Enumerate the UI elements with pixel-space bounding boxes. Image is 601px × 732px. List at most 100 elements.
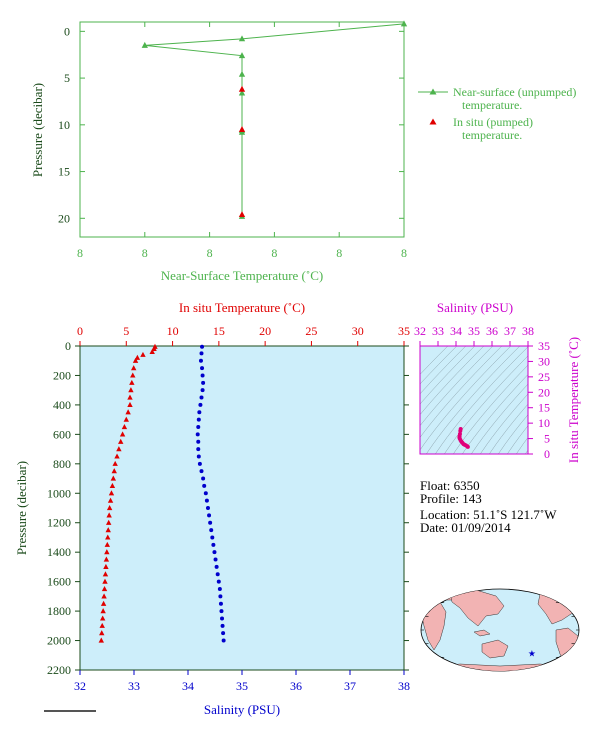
salinity-point: [196, 417, 201, 422]
temperature-point: [123, 416, 129, 422]
isopycnal-line: [420, 346, 449, 375]
float-location-marker: ★: [528, 648, 536, 658]
salinity-point: [196, 425, 201, 429]
top-y-tick-label: 0: [64, 24, 70, 38]
salinity-tick-label: 37: [344, 679, 356, 693]
top-x-tick-label: 8: [207, 246, 213, 260]
pressure-tick-label: 600: [53, 427, 71, 441]
float-info: Float: 6350 Profile: 143 Location: 51.1˚…: [420, 478, 557, 535]
salinity-point: [213, 557, 218, 562]
temperature-point: [149, 348, 155, 354]
legend-marker-unpumped: [429, 88, 437, 95]
salinity-point: [208, 520, 213, 525]
salinity-point: [200, 366, 205, 371]
isopycnal-line: [471, 383, 528, 454]
ts-salinity-axis-label: Salinity (PSU): [437, 300, 513, 315]
ts-salinity-tick-label: 32: [414, 324, 426, 338]
profile-chart: 0 5 10 15 20 25 30 35 32 33 34 35 36 37 38 0 200 400 600…: [14, 300, 410, 717]
unpumped-temperature-line: [144, 23, 405, 217]
temperature-point: [102, 578, 108, 584]
top-plot-frame: [79, 21, 405, 238]
salinity-point: [196, 447, 201, 452]
pressure-tick-label: 1200: [47, 516, 71, 530]
top-x-tick-label: 8: [77, 246, 83, 260]
pressure-tick-label: 1800: [47, 604, 71, 618]
near-surface-temperature-chart: 8 8 8 8 8 8 0 5 10 15 20 Near-Surface Temperature…: [30, 20, 576, 283]
legend-label-pumped-line1: In situ (pumped): [453, 115, 533, 129]
ts-temperature-tick-label: 20: [538, 385, 550, 399]
salinity-tick-label: 35: [236, 679, 248, 693]
salinity-axis-ticks: 32 33 34 35 36 37 38: [74, 670, 410, 693]
temperature-point: [107, 497, 114, 503]
salinity-point: [196, 454, 201, 459]
temperature-tick-label: 20: [259, 324, 271, 338]
salinity-point: [211, 542, 216, 547]
temperature-point: [98, 637, 104, 643]
profile-number: Profile: 143: [420, 491, 482, 506]
temperature-point: [127, 401, 133, 408]
top-y-axis-label: Pressure (decibar): [30, 83, 45, 177]
salinity-tick-label: 32: [74, 679, 86, 693]
salinity-point: [199, 469, 204, 474]
pressure-tick-label: 1000: [47, 486, 71, 500]
salinity-point: [196, 439, 201, 444]
temperature-point: [151, 345, 157, 352]
legend-label-unpumped-line1: Near-surface (unpumped): [453, 85, 576, 99]
land-south-america: [555, 627, 579, 665]
salinity-point: [197, 461, 202, 466]
temperature-point: [103, 556, 110, 562]
salinity-point: [200, 388, 205, 393]
salinity-point: [221, 638, 226, 643]
pumped-temperature-point: [238, 211, 246, 218]
pressure-tick-label: 2200: [47, 663, 71, 677]
isopycnal-lines: [420, 346, 528, 454]
isopycnal-line: [420, 346, 512, 451]
ts-temperature-tick-label: 10: [538, 416, 550, 430]
top-x-ticks: 8 8 8 8 8 8: [77, 22, 407, 260]
temperature-point: [116, 446, 122, 452]
temperature-point: [118, 438, 124, 444]
isopycnal-line: [498, 414, 528, 454]
temperature-axis-label: In situ Temperature (˚C): [179, 300, 305, 315]
temperature-point: [104, 541, 111, 547]
salinity-tick-label: 34: [182, 679, 194, 693]
pressure-tick-label: 1400: [47, 545, 71, 559]
temperature-point: [125, 409, 131, 415]
salinity-point: [218, 601, 223, 606]
top-x-tick-label: 8: [142, 246, 148, 260]
profile-series: [98, 343, 226, 643]
salinity-point: [214, 564, 219, 569]
salinity-point: [218, 594, 223, 599]
pumped-temperature-point: [238, 85, 246, 92]
temperature-point: [119, 431, 126, 437]
top-y-ticks: 0 5 10 15 20: [58, 24, 404, 225]
world-map: ★: [420, 588, 580, 672]
isopycnal-line: [489, 403, 528, 454]
salinity-point: [203, 491, 208, 496]
ts-salinity-ticks: 32 33 34 35 36 37 38: [414, 324, 534, 346]
temperature-point: [105, 534, 111, 540]
salinity-tick-label: 38: [398, 679, 410, 693]
pressure-tick-label: 400: [53, 398, 71, 412]
isopycnal-line: [420, 346, 467, 395]
legend-marker-pumped: [429, 118, 437, 125]
temperature-point: [106, 512, 112, 518]
profile-date: Date: 01/09/2014: [420, 520, 511, 535]
temperature-point: [109, 482, 116, 489]
top-legend: Near-surface (unpumped) temperature. In …: [418, 85, 576, 142]
pressure-tick-label: 2000: [47, 634, 71, 648]
unpumped-temperature-point: [238, 35, 246, 42]
ts-temperature-tick-label: 25: [538, 370, 550, 384]
isopycnal-line: [516, 437, 528, 454]
ts-salinity-tick-label: 34: [450, 324, 462, 338]
map-graticule: [421, 602, 579, 658]
salinity-point: [198, 402, 203, 407]
pumped-temperature-point: [238, 126, 246, 132]
temperature-tick-label: 0: [77, 324, 83, 338]
temperature-point: [108, 490, 115, 496]
salinity-point: [221, 631, 226, 636]
legend-label-unpumped-line2: temperature.: [462, 98, 522, 112]
salinity-axis-label: Salinity (PSU): [204, 702, 280, 717]
temperature-point: [134, 354, 141, 360]
